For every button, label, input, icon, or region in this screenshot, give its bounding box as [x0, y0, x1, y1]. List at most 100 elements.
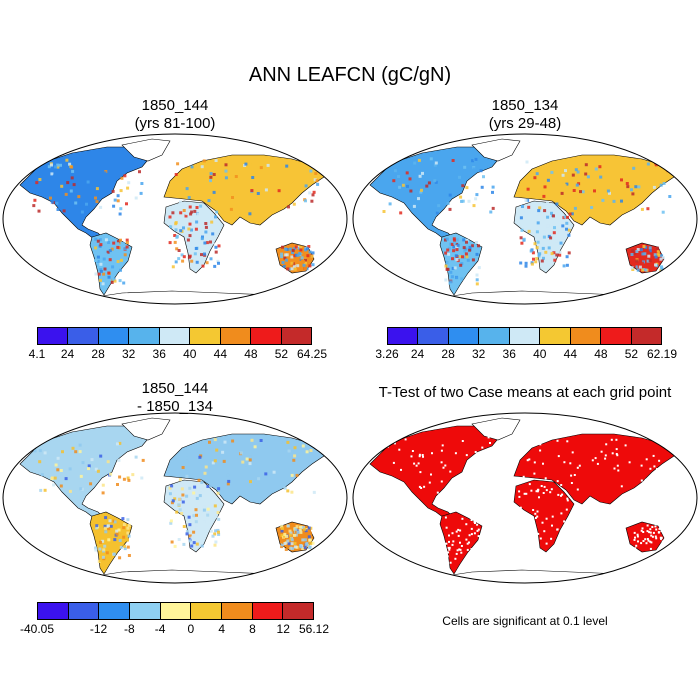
continent-australia	[625, 521, 665, 553]
colorbar-tick-label: 64.25	[296, 347, 328, 361]
colorbar-tick-label: 8	[249, 622, 256, 636]
panel-2-title-line2: (yrs 29-48)	[488, 115, 562, 132]
colorbar-tick-label: 48	[244, 347, 258, 361]
colorbar-swatch	[570, 328, 602, 344]
colorbar-tick-label: 44	[213, 347, 228, 361]
colorbar-tick-label: 32	[471, 347, 486, 361]
colorbar-tick-label: 62.19	[646, 347, 678, 361]
colorbar-tick-label: 40	[183, 347, 197, 361]
panel-4-map	[352, 412, 698, 584]
panel-3-title-line2: - 1850_134	[137, 398, 213, 415]
grid-cells	[382, 157, 675, 286]
colorbar-tick-label: 3.26	[375, 347, 399, 361]
colorbar-swatch	[38, 328, 69, 344]
map-border	[2, 412, 348, 584]
continent-northAmerica	[19, 425, 153, 519]
colorbar-swatch	[220, 328, 252, 344]
colorbar-tick-label: 44	[563, 347, 578, 361]
colorbar-swatch	[540, 328, 571, 344]
panel-2-colorbar: 3.26 24 28 32 36 40 44 48 52 62.19	[375, 327, 677, 363]
colorbar-tick-label: -12	[89, 622, 108, 636]
continent-greenland	[121, 417, 171, 441]
colorbar-tick-label: -4	[154, 622, 166, 636]
colorbar-swatch	[252, 603, 284, 619]
panel-3-map	[2, 412, 348, 584]
significance-note: Cells are significant at 0.1 level	[442, 614, 608, 628]
panel-3-colorbar: -40.05 -12 -8 -4 0 4 8 12 56.12	[20, 602, 329, 638]
colorbar-tick-label: 4.1	[28, 347, 46, 361]
land-masses	[19, 138, 325, 304]
colorbar-swatch	[38, 603, 69, 619]
colorbar-swatch	[191, 603, 223, 619]
map-border	[352, 412, 698, 584]
panel-1-colorbar: 4.1 24 28 32 36 40 44 48 52 64.25	[29, 327, 327, 363]
colorbar-tick-label: 28	[441, 347, 455, 361]
continent-eurasia	[513, 433, 675, 505]
colorbar-swatch	[190, 328, 221, 344]
continent-eurasia	[163, 154, 325, 226]
colorbar-tick-label: 52	[624, 347, 639, 361]
colorbar-swatch	[281, 328, 311, 344]
colorbar-swatches	[387, 327, 662, 345]
colorbar-tick-label: 36	[502, 347, 516, 361]
colorbar-tick-label: -8	[123, 622, 135, 636]
panel-1-map	[2, 133, 348, 305]
colorbar-swatch	[130, 603, 161, 619]
colorbar-tick-label: 24	[410, 347, 425, 361]
continent-greenland	[471, 138, 521, 162]
colorbar-swatch	[129, 328, 160, 344]
continent-northAmerica	[369, 146, 503, 240]
colorbar-tick-label: 36	[152, 347, 166, 361]
panel-2-title: 1850_134 (yrs 29-48)	[445, 97, 605, 133]
panel-3-title-line1: 1850_144	[141, 380, 209, 397]
continent-greenland	[471, 417, 521, 441]
panel-2-title-line1: 1850_134	[491, 97, 559, 114]
colorbar-swatch	[631, 328, 661, 344]
colorbar-tick-label: 40	[533, 347, 547, 361]
panel-3-title: 1850_144 - 1850_134	[95, 380, 255, 416]
colorbar-swatch	[159, 328, 191, 344]
colorbar-swatch	[601, 328, 632, 344]
continent-africa	[513, 479, 575, 553]
colorbar-tick-label: -40.05	[19, 622, 55, 636]
colorbar-tick-label: 56.12	[298, 622, 330, 636]
panel-1-title: 1850_144 (yrs 81-100)	[95, 97, 255, 133]
colorbar-swatch	[418, 328, 449, 344]
continent-northAmerica	[19, 146, 153, 240]
grid-cells	[387, 436, 674, 564]
colorbar-swatch	[251, 328, 282, 344]
colorbar-tick-label: 12	[276, 622, 290, 636]
colorbar-swatch	[68, 328, 99, 344]
colorbar-tick-label: 48	[594, 347, 608, 361]
colorbar-tick-label: 28	[91, 347, 105, 361]
colorbar-tick-label: 52	[274, 347, 289, 361]
colorbar-swatch	[68, 603, 100, 619]
colorbar-tick-label: 0	[187, 622, 195, 636]
panel-1-title-line2: (yrs 81-100)	[134, 115, 216, 132]
map-border	[2, 133, 348, 305]
colorbar-swatch	[283, 603, 314, 619]
colorbar-tick-label: 4	[218, 622, 225, 636]
grid-cells	[32, 158, 325, 286]
continent-eurasia	[163, 433, 325, 505]
colorbar-swatches	[37, 327, 312, 345]
colorbar-swatches	[37, 602, 314, 620]
grid-cells	[33, 438, 316, 563]
colorbar-swatch	[448, 328, 480, 344]
figure-title: ANN LEAFCN (gC/gN)	[248, 64, 452, 86]
panel-1-title-line1: 1850_144	[141, 97, 209, 114]
colorbar-swatch	[509, 328, 541, 344]
colorbar-swatch	[160, 603, 192, 619]
colorbar-swatch	[479, 328, 510, 344]
continent-southAmerica	[89, 232, 133, 296]
colorbar-swatch	[98, 328, 130, 344]
colorbar-swatch	[388, 328, 419, 344]
panel-2-map	[352, 133, 698, 305]
panel-4-title: T-Test of two Case means at each grid po…	[378, 384, 672, 401]
colorbar-swatch	[99, 603, 131, 619]
colorbar-swatch	[222, 603, 253, 619]
colorbar-tick-label: 32	[121, 347, 136, 361]
map-border	[352, 133, 698, 305]
colorbar-tick-label: 24	[60, 347, 75, 361]
continent-greenland	[121, 138, 171, 162]
